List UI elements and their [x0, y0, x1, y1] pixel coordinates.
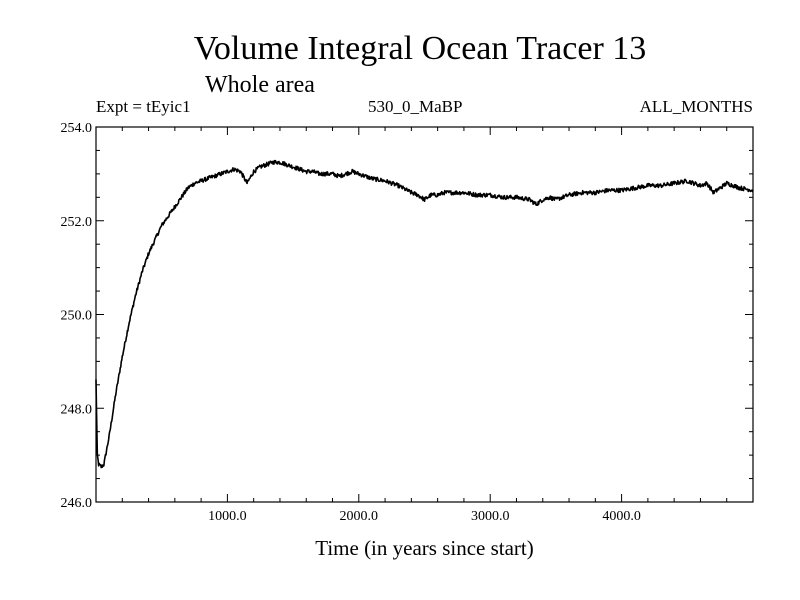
series-line: [95, 159, 754, 469]
plot-frame: [95, 126, 754, 503]
x-tick-label: 3000.0: [471, 509, 510, 524]
period-label: 530_0_MaBP: [368, 97, 463, 116]
y-tick-label: 250.0: [61, 309, 93, 324]
y-tick-label: 254.0: [61, 121, 93, 136]
x-tick-label: 2000.0: [340, 509, 379, 524]
months-label: ALL_MONTHS: [639, 97, 753, 116]
x-tick-label: 4000.0: [602, 509, 641, 524]
x-axis-label: Time (in years since start): [315, 536, 534, 560]
y-tick-label: 246.0: [61, 496, 93, 511]
experiment-label: Expt = tEyic1: [96, 97, 191, 116]
axis-ticks: [96, 127, 753, 502]
y-tick-label: 252.0: [61, 215, 93, 230]
axis-tick-labels: 1000.0 2000.0 3000.0 4000.0 246.0 248.0 250.0 2…: [61, 121, 641, 524]
y-tick-label: 248.0: [61, 402, 93, 417]
series-layer: [95, 159, 754, 469]
chart-subtitle: Whole area: [205, 72, 315, 98]
x-tick-label: 1000.0: [208, 509, 247, 524]
chart-title: Volume Integral Ocean Tracer 13: [193, 30, 647, 67]
